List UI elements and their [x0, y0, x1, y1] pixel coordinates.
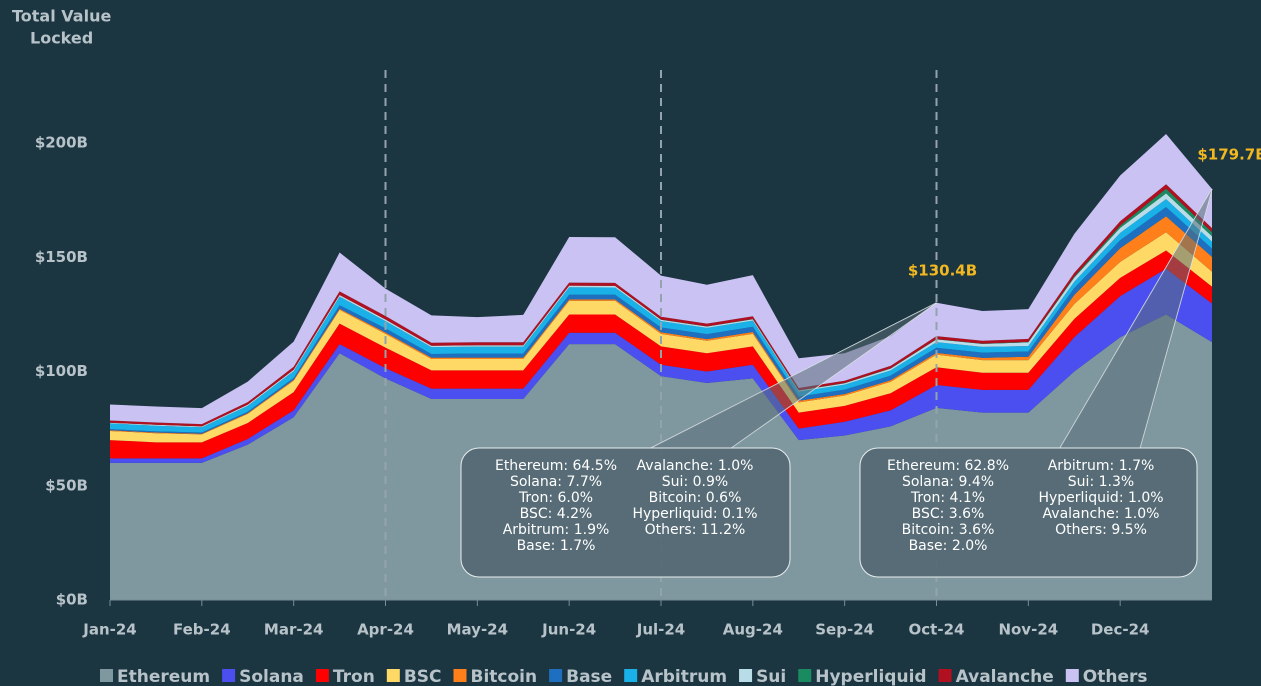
callout-text: Others: 9.5%: [1055, 522, 1147, 538]
callout-text: Avalanche: 1.0%: [1043, 506, 1160, 522]
legend-label: Arbitrum: [641, 667, 727, 686]
callout-text: Hyperliquid: 0.1%: [632, 506, 757, 522]
area: [110, 133, 1212, 425]
x-tick-label: Mar-24: [264, 621, 324, 639]
legend-label: Ethereum: [117, 667, 210, 686]
x-tick-label: Sep-24: [815, 621, 874, 639]
legend-swatch: [938, 669, 952, 682]
legend-label: Hyperliquid: [815, 667, 926, 686]
legend-label: Tron: [333, 667, 375, 686]
leader-wedge: [1060, 189, 1212, 448]
callout-text: BSC: 3.6%: [912, 506, 985, 522]
legend-swatch: [798, 669, 812, 682]
y-tick-label: $200B: [35, 134, 88, 152]
callout-value: $179.7B: [1197, 146, 1261, 164]
callout-text: BSC: 4.2%: [520, 506, 593, 522]
legend-label: Others: [1083, 667, 1148, 686]
x-tick-label: Jul-24: [636, 621, 686, 639]
callout-text: Hyperliquid: 1.0%: [1038, 490, 1163, 506]
x-tick-label: Apr-24: [357, 621, 414, 639]
callout-text: Bitcoin: 0.6%: [649, 490, 742, 506]
chart-title: Total Value: [12, 7, 111, 26]
legend-label: Solana: [239, 667, 304, 686]
callout-box: [460, 447, 791, 578]
x-tick-label: Oct-24: [909, 621, 965, 639]
callout-text: Solana: 9.4%: [902, 474, 994, 490]
callout-text: Bitcoin: 3.6%: [902, 522, 995, 538]
legend-label: BSC: [404, 667, 442, 686]
callout-text: Solana: 7.7%: [510, 474, 602, 490]
callout-text: Base: 2.0%: [909, 538, 988, 554]
area: [110, 207, 1212, 434]
area: [110, 199, 1212, 433]
chart-title: Locked: [30, 29, 93, 48]
callout-text: Sui: 0.9%: [662, 474, 728, 490]
x-tick-label: Dec-24: [1091, 621, 1150, 639]
callout-text: Ethereum: 62.8%: [887, 458, 1009, 474]
callout-text: Base: 1.7%: [517, 538, 596, 554]
callout-text: Tron: 4.1%: [910, 490, 985, 506]
x-tick-label: Nov-24: [998, 621, 1058, 639]
legend-swatch: [100, 669, 113, 682]
legend-swatch: [222, 669, 236, 682]
x-tick-label: Jan-24: [82, 621, 136, 639]
callout-value: $130.4B: [908, 261, 977, 279]
callout-text: Ethereum: 64.5%: [495, 458, 617, 474]
legend-swatch: [315, 669, 329, 682]
callout-text: Arbitrum: 1.9%: [503, 522, 610, 538]
legend-label: Avalanche: [956, 667, 1054, 686]
y-tick-label: $100B: [35, 362, 88, 380]
legend-swatch: [1065, 669, 1079, 682]
callout-text: Avalanche: 1.0%: [637, 458, 754, 474]
y-tick-label: $0B: [56, 591, 88, 609]
legend-label: Sui: [756, 667, 786, 686]
callout-box: [859, 447, 1198, 578]
y-tick-label: $50B: [45, 476, 88, 494]
callout-text: Arbitrum: 1.7%: [1048, 458, 1155, 474]
callout-text: Sui: 1.3%: [1068, 474, 1134, 490]
legend-label: Base: [566, 667, 612, 686]
legend-swatch: [386, 669, 400, 682]
y-tick-label: $150B: [35, 248, 88, 266]
leader-wedge: [651, 302, 937, 448]
legend-swatch: [624, 669, 638, 682]
x-tick-label: Feb-24: [173, 621, 231, 639]
legend-label: Bitcoin: [471, 667, 538, 686]
legend-swatch: [453, 669, 467, 682]
x-tick-label: Aug-24: [723, 621, 783, 639]
legend-swatch: [549, 669, 563, 682]
x-tick-label: May-24: [447, 621, 508, 639]
x-tick-label: Jun-24: [541, 621, 596, 639]
legend-swatch: [739, 669, 753, 682]
area: [110, 193, 1212, 428]
callout-text: Tron: 6.0%: [518, 490, 593, 506]
callout-text: Others: 11.2%: [645, 522, 746, 538]
